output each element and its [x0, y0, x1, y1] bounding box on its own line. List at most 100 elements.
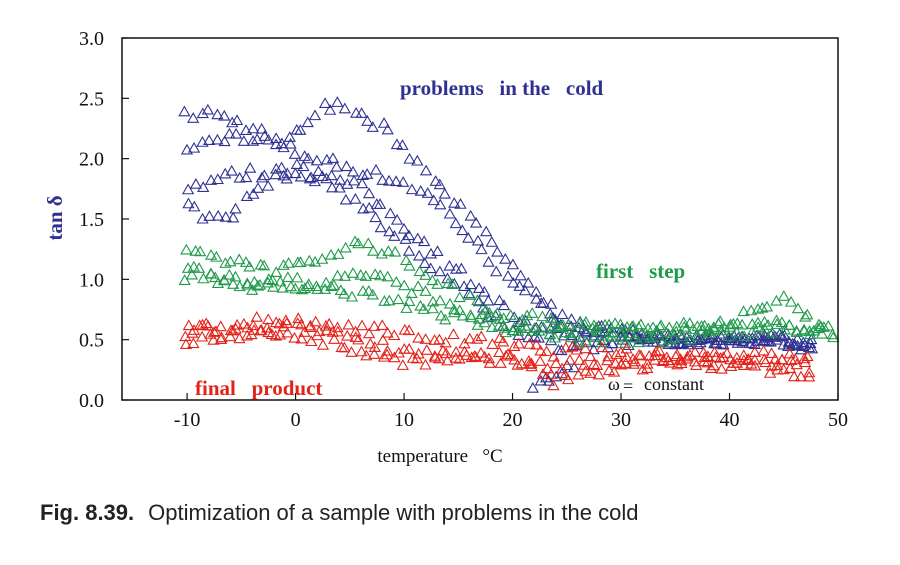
data-point	[277, 320, 290, 332]
data-point	[253, 278, 267, 290]
data-point	[688, 355, 702, 367]
data-point	[537, 321, 550, 333]
data-point	[478, 350, 491, 362]
data-point	[192, 262, 206, 273]
data-point	[528, 322, 541, 333]
data-point	[562, 373, 575, 385]
data-point	[520, 309, 534, 321]
data-point	[345, 290, 359, 302]
data-point	[403, 259, 416, 271]
data-point	[720, 347, 734, 358]
data-point	[677, 316, 690, 328]
data-point	[775, 316, 789, 328]
data-point	[288, 148, 302, 159]
data-point	[346, 165, 360, 177]
data-point	[210, 250, 223, 262]
data-point	[584, 350, 597, 362]
data-point	[403, 152, 416, 164]
data-point	[424, 262, 437, 274]
data-point	[712, 317, 725, 329]
data-point	[771, 363, 784, 375]
data-point	[798, 352, 811, 364]
data-point	[346, 267, 360, 278]
data-point	[802, 341, 816, 353]
y-tick-label: 1.0	[79, 269, 104, 291]
tan-delta-chart: -10 0 10 20 30 40 50 0.0 0.5 1.0 1.5 2.0 2.5 3.0 tan …	[43, 28, 848, 467]
data-point	[579, 334, 592, 346]
data-point	[508, 340, 521, 352]
data-point	[534, 297, 548, 309]
data-point	[403, 342, 416, 354]
data-point	[783, 362, 797, 373]
data-point	[530, 338, 543, 350]
data-point	[595, 336, 608, 348]
data-point	[223, 127, 236, 139]
data-point	[761, 331, 775, 343]
data-point	[433, 294, 447, 306]
data-point	[388, 230, 401, 241]
data-point	[281, 167, 294, 179]
data-point	[770, 318, 784, 329]
x-tick-label: 30	[611, 409, 631, 431]
data-point	[211, 173, 224, 185]
data-point	[627, 358, 640, 369]
data-point	[211, 133, 224, 145]
data-point	[766, 326, 779, 338]
data-point	[664, 356, 677, 368]
data-point	[434, 198, 447, 210]
data-point	[349, 325, 362, 337]
data-point	[282, 257, 295, 268]
data-point	[247, 319, 260, 331]
annotation-constant: constant	[644, 374, 704, 394]
data-point	[266, 274, 279, 285]
data-point	[376, 334, 390, 345]
data-point	[750, 329, 764, 340]
data-point	[548, 331, 562, 343]
data-point	[514, 269, 527, 281]
data-point	[549, 357, 563, 369]
data-point	[758, 322, 771, 334]
data-point	[229, 270, 242, 282]
data-point	[320, 172, 333, 184]
data-point	[687, 323, 700, 334]
data-point	[737, 349, 750, 360]
data-point	[325, 169, 338, 181]
data-point	[319, 319, 333, 331]
data-point	[187, 337, 200, 349]
y-tick-label: 0.5	[79, 330, 104, 352]
data-point	[289, 282, 302, 294]
data-point	[797, 323, 811, 335]
data-point	[449, 352, 462, 363]
data-point	[601, 329, 615, 341]
data-point	[433, 265, 447, 277]
data-point	[227, 278, 240, 289]
data-point	[493, 294, 506, 306]
data-point	[804, 328, 817, 340]
data-point	[443, 207, 456, 219]
data-point	[438, 187, 451, 199]
data-point	[269, 168, 282, 180]
data-point	[323, 317, 336, 329]
data-point	[202, 134, 216, 145]
data-point	[472, 295, 486, 307]
data-point	[361, 115, 374, 126]
data-point	[471, 234, 485, 246]
data-point	[377, 350, 391, 362]
annotation-problems-in-the-cold: problems in the cold	[400, 76, 604, 100]
data-point	[412, 347, 425, 359]
data-point	[277, 259, 290, 270]
data-point	[257, 259, 271, 271]
data-point	[567, 361, 581, 373]
data-point	[223, 268, 236, 280]
annotation-omega: ω	[608, 374, 620, 394]
data-point	[595, 341, 609, 353]
data-point	[367, 245, 380, 256]
data-point	[703, 324, 717, 336]
data-point	[374, 221, 387, 233]
data-point	[359, 270, 373, 281]
data-point	[205, 267, 218, 279]
data-point	[775, 329, 788, 341]
data-point	[229, 202, 242, 214]
data-point	[291, 317, 304, 328]
data-point	[544, 334, 558, 346]
